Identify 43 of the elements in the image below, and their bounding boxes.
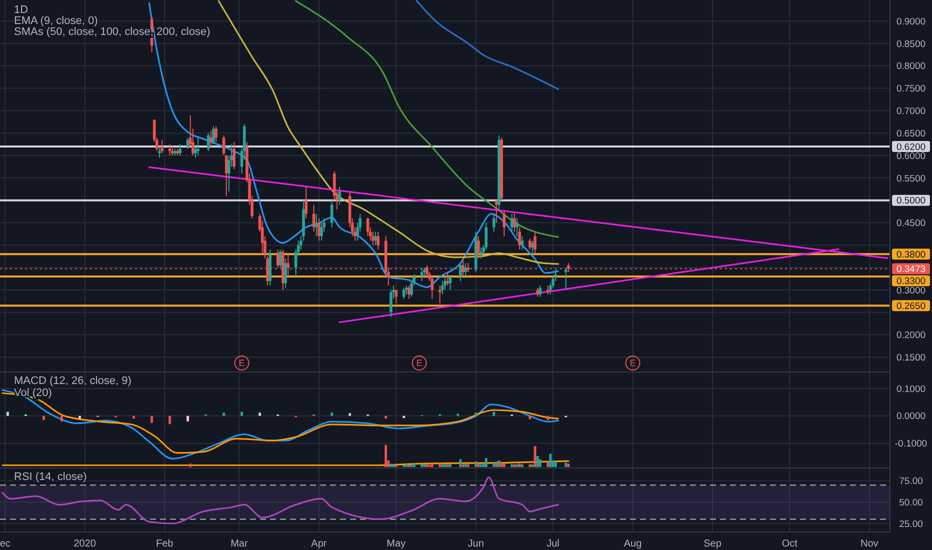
ref-line-label: 0.3300 xyxy=(896,276,926,288)
y-tick-label: 25.00 xyxy=(899,518,923,530)
chart-title: RSI (14, close) xyxy=(14,471,87,483)
y-tick-label: 0.8500 xyxy=(896,38,926,50)
y-tick-label: 0.4500 xyxy=(896,218,926,230)
ref-line-label: 0.3800 xyxy=(896,249,926,260)
x-tick-label: Sep xyxy=(704,538,722,550)
ref-line-label: 0.3473 xyxy=(896,264,926,276)
y-tick-label: 0.2000 xyxy=(896,330,926,342)
x-tick-label: Oct xyxy=(782,538,798,550)
y-tick-label: 0.3000 xyxy=(896,285,926,296)
y-tick-label: 0.8000 xyxy=(896,61,926,72)
ref-line-label: 0.6200 xyxy=(896,142,926,153)
y-tick-label: 0.7500 xyxy=(896,84,926,95)
y-tick-label: 0.0000 xyxy=(896,411,926,422)
x-tick-label: Jun xyxy=(468,538,484,550)
x-tick-label: ec xyxy=(0,538,10,550)
y-tick-label: 0.1500 xyxy=(896,352,926,364)
x-tick-label: Apr xyxy=(311,538,328,550)
y-tick-label: 75.00 xyxy=(899,476,923,488)
y-tick-label: 0.1000 xyxy=(896,384,926,395)
y-tick-label: 50.00 xyxy=(899,497,923,508)
x-tick-label: Jul xyxy=(546,538,560,550)
x-tick-label: Nov xyxy=(860,538,878,550)
ref-line-label: 0.2650 xyxy=(896,300,926,312)
x-tick-label: Aug xyxy=(624,538,642,550)
annotation: EMA (9, close, 0) xyxy=(14,15,98,27)
y-tick-label: 0.6500 xyxy=(896,128,926,140)
annotation: E xyxy=(238,358,245,368)
x-tick-label: Feb xyxy=(156,538,174,550)
chart-title: MACD (12, 26, close, 9) xyxy=(14,375,132,387)
x-tick-label: May xyxy=(386,538,406,550)
x-tick-label: Mar xyxy=(230,538,248,550)
y-tick-label: 0.6000 xyxy=(896,150,926,162)
x-tick-label: 2020 xyxy=(74,538,96,550)
y-tick-label: 0.5500 xyxy=(896,173,926,184)
y-tick-label: -0.1000 xyxy=(894,438,928,450)
y-tick-label: 0.9000 xyxy=(896,16,926,28)
y-tick-label: 0.7000 xyxy=(896,106,926,118)
annotation: E xyxy=(416,358,422,368)
chart-title: 1D xyxy=(14,4,28,16)
annotation: E xyxy=(630,358,636,368)
ref-line-label: 0.5000 xyxy=(896,196,926,207)
